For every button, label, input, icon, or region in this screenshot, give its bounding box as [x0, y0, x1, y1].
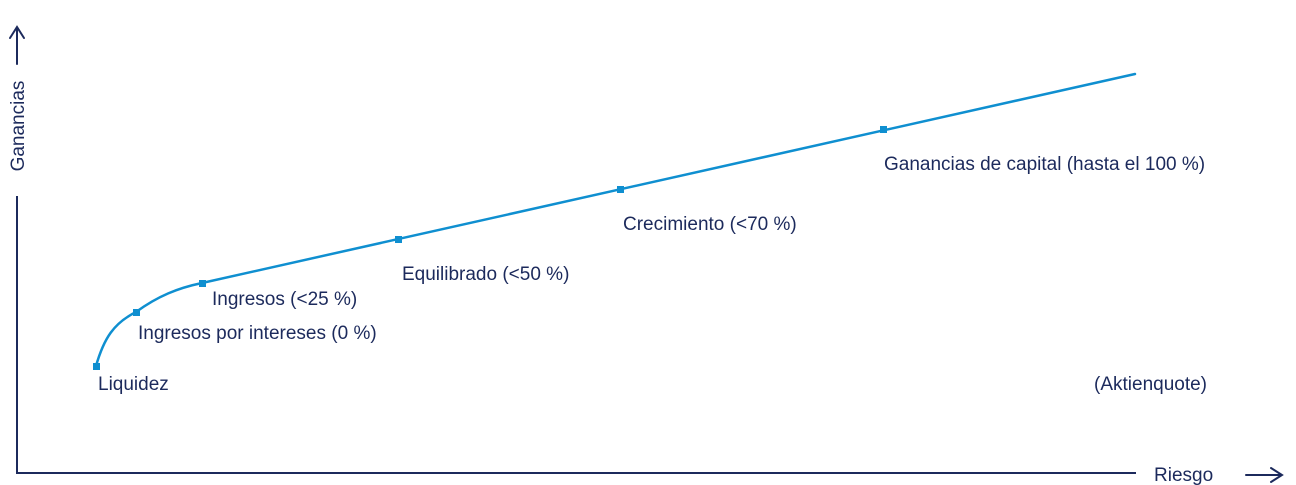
marker-equilibrado [395, 236, 402, 243]
label-ingresos-por-intereses: Ingresos por intereses (0 %) [138, 323, 377, 344]
y-axis-arrow-icon [9, 25, 25, 65]
marker-ingresos [199, 280, 206, 287]
label-liquidez: Liquidez [98, 374, 169, 395]
note-aktienquote: (Aktienquote) [1094, 374, 1207, 395]
marker-ganancias-de-capital [880, 126, 887, 133]
marker-ingresos-por-intereses [133, 309, 140, 316]
x-axis-label: Riesgo [1154, 465, 1213, 485]
label-equilibrado: Equilibrado (<50 %) [402, 264, 569, 285]
marker-crecimiento [617, 186, 624, 193]
label-ganancias-de-capital: Ganancias de capital (hasta el 100 %) [884, 154, 1205, 175]
y-axis-label: Ganancias [8, 81, 29, 172]
x-axis-arrow-icon [1245, 467, 1284, 483]
marker-liquidez [93, 363, 100, 370]
label-crecimiento: Crecimiento (<70 %) [623, 214, 797, 235]
label-ingresos: Ingresos (<25 %) [212, 289, 357, 310]
